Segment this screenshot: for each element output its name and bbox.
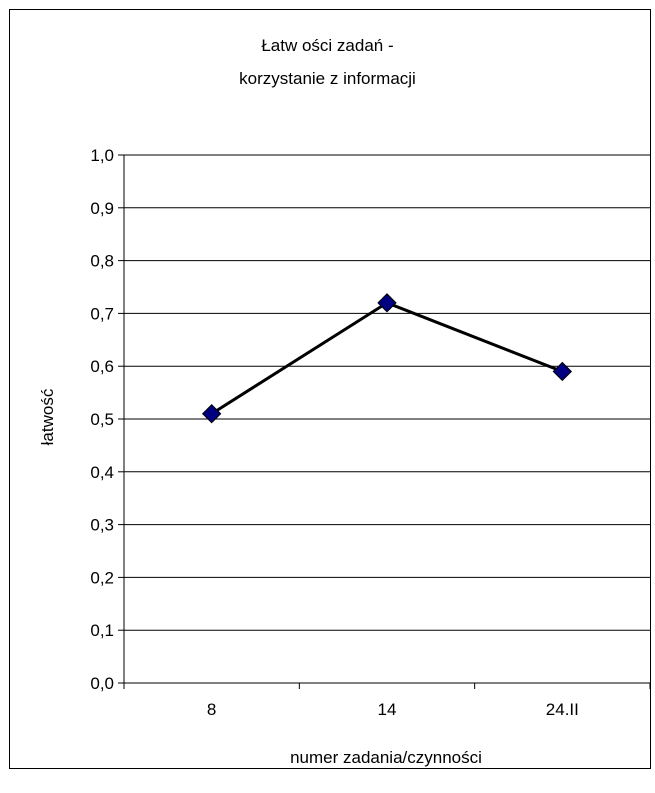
y-tick-label: 0,0 [90,674,114,693]
chart-title-line-2: korzystanie z informacji [239,69,416,88]
y-axis-label: łatwość [38,388,57,445]
y-tick-label: 0,6 [90,357,114,376]
chart-frame [9,9,651,769]
series-line [210,301,563,415]
y-tick-label: 0,7 [90,304,114,323]
x-tick-label: 8 [207,700,216,719]
y-tick-label: 0,1 [90,621,114,640]
x-tick-label: 14 [378,700,397,719]
y-tick-label: 0,8 [90,252,114,271]
x-axis-label: numer zadania/czynności [290,748,482,767]
data-point-marker [201,404,222,424]
chart-title-line-1: Łatw ości zadań - [261,36,394,55]
y-tick-label: 0,2 [90,568,114,587]
data-point-marker [552,361,573,382]
x-tick-label: 24.II [546,700,579,719]
y-tick-label: 0,4 [90,463,114,482]
y-tick-label: 1,0 [90,146,114,165]
y-tick-label: 0,9 [90,199,114,218]
data-point-marker [377,293,397,313]
y-tick-label: 0,5 [90,410,114,429]
y-tick-label: 0,3 [90,516,114,535]
